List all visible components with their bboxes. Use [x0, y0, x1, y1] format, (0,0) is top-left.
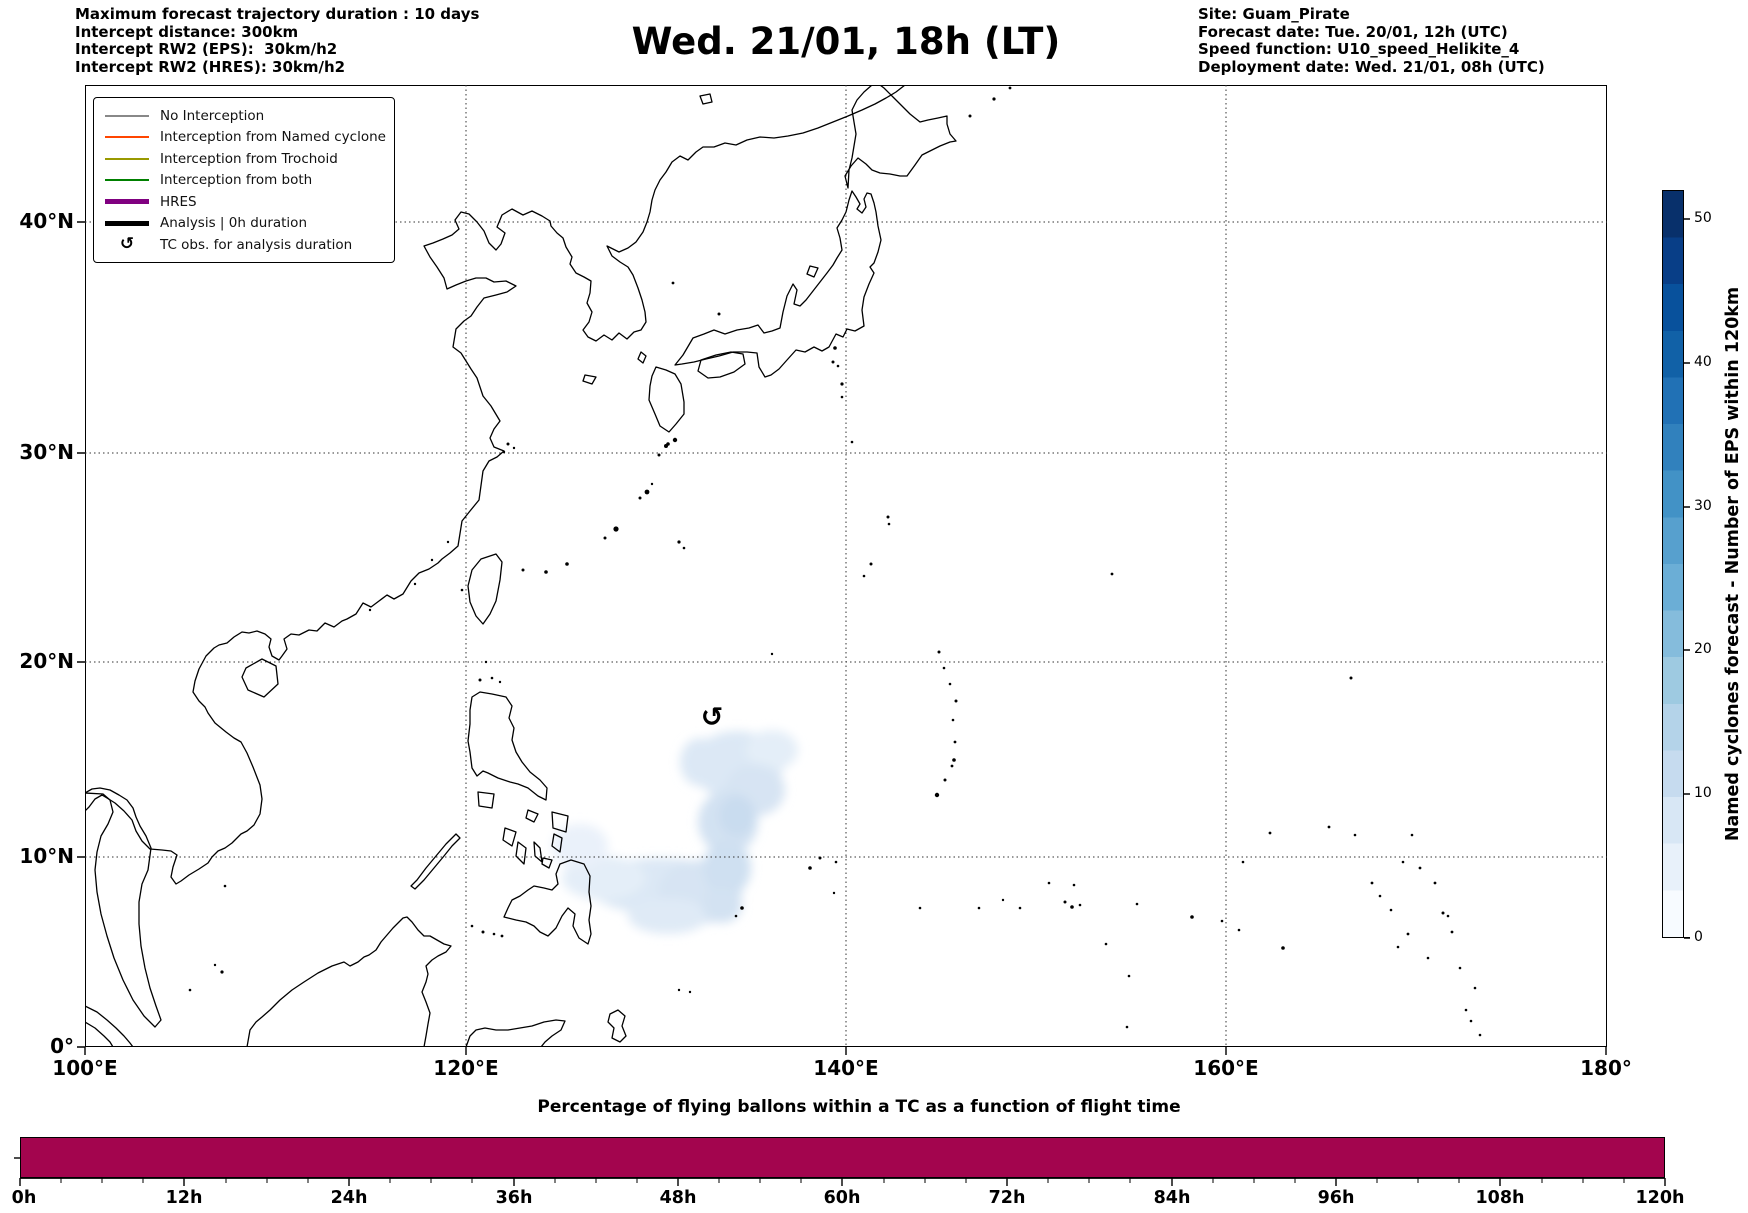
coastline-kyushu [648, 366, 685, 433]
coastline-malay-peninsula [86, 787, 162, 1028]
black-line-swatch [105, 220, 149, 226]
colorbar-label-0: 0 [1694, 929, 1703, 945]
coastline-sulawesi [465, 1019, 566, 1046]
coastline-shikoku [697, 351, 746, 379]
map-axis-ticks [77, 221, 1607, 1055]
coastline-small-islands [582, 93, 819, 385]
cyclone-symbol-icon: ↺ [119, 234, 135, 255]
legend-row-no-interception: No Interception [94, 105, 394, 127]
legend-row-trochoid: Interception from Trochoid [94, 148, 394, 170]
legend-row-analysis: Analysis | 0h duration [94, 213, 394, 235]
bc-tick-0h: 0h [11, 1188, 37, 1208]
colorbar-tick [1684, 937, 1690, 939]
bc-tick-96h: 96h [1317, 1188, 1355, 1208]
x-tick-140e: 140°E [813, 1056, 879, 1080]
bottom-chart-title: Percentage of flying ballons within a TC… [537, 1097, 1181, 1117]
pacific-island-dots [188, 86, 1482, 1037]
y-tick-30n: 30°N [19, 440, 74, 464]
coastline-honshu [674, 190, 882, 378]
x-tick-120e: 120°E [433, 1056, 499, 1080]
colorbar-label-20: 20 [1694, 641, 1712, 657]
y-tick-10n: 10°N [19, 844, 74, 868]
colorbar-label-30: 30 [1694, 498, 1712, 514]
coastline-east-asia-mainland [86, 86, 905, 885]
bc-tick-120h: 120h [1635, 1188, 1685, 1208]
x-tick-180: 180° [1580, 1056, 1632, 1080]
coastline-hokkaido [844, 86, 957, 189]
legend-row-both: Interception from both [94, 170, 394, 192]
bc-tick-108h: 108h [1475, 1188, 1525, 1208]
bc-tick-12h: 12h [165, 1188, 203, 1208]
map-legend[interactable]: No Interception Interception from Named … [93, 97, 395, 263]
gray-line-swatch [105, 114, 149, 117]
colorbar-label-50: 50 [1694, 210, 1712, 226]
site-info-text: Site: Guam_Pirate Forecast date: Tue. 20… [1198, 5, 1545, 76]
coastline-halmahera [607, 1009, 627, 1043]
bc-tick-48h: 48h [659, 1188, 697, 1208]
colorbar-title: Named cyclones forecast - Number of EPS … [1723, 286, 1743, 842]
graticule-gridlines [85, 85, 1607, 1047]
coastline-taiwan [467, 553, 503, 625]
x-tick-100e: 100°E [52, 1056, 118, 1080]
balloon-percentage-bar[interactable] [20, 1137, 1665, 1178]
y-tick-20n: 20°N [19, 649, 74, 673]
colorbar-ticks [1684, 218, 1690, 939]
y-tick-40n: 40°N [19, 209, 74, 233]
coastline-mindanao [503, 859, 592, 945]
bc-tick-84h: 84h [1153, 1188, 1191, 1208]
coastline-palawan [410, 833, 461, 890]
bc-tick-72h: 72h [988, 1188, 1026, 1208]
orange-line-swatch [105, 136, 149, 139]
coastline-luzon [467, 691, 548, 801]
bc-tick-36h: 36h [495, 1188, 533, 1208]
tc-observation-symbol[interactable]: ↺ [700, 701, 724, 733]
bc-tick-24h: 24h [330, 1188, 368, 1208]
legend-row-hres: HRES [94, 191, 394, 213]
olive-line-swatch [105, 157, 149, 160]
coastline-hainan [241, 658, 279, 698]
bottom-chart-axis [14, 1157, 1666, 1186]
eps-density-shading [552, 730, 798, 934]
purple-line-swatch [105, 199, 149, 205]
colorbar-label-10: 10 [1694, 785, 1712, 801]
coastlines [86, 86, 957, 1046]
colorbar-label-40: 40 [1694, 354, 1712, 370]
legend-row-tc-obs: ↺ TC obs. for analysis duration [119, 234, 353, 255]
x-tick-160e: 160°E [1193, 1056, 1259, 1080]
y-tick-0: 0° [50, 1034, 74, 1058]
page-title: Wed. 21/01, 18h (LT) [631, 20, 1061, 63]
legend-row-named-cyclone: Interception from Named cyclone [94, 127, 394, 149]
coastline-borneo [246, 916, 452, 1046]
bc-tick-60h: 60h [823, 1188, 861, 1208]
green-line-swatch [105, 179, 149, 182]
colorbar [1662, 190, 1684, 938]
forecast-settings-text: Maximum forecast trajectory duration : 1… [75, 5, 480, 76]
coastline-sumatra [86, 1005, 134, 1046]
coastline-visayas [477, 791, 569, 869]
